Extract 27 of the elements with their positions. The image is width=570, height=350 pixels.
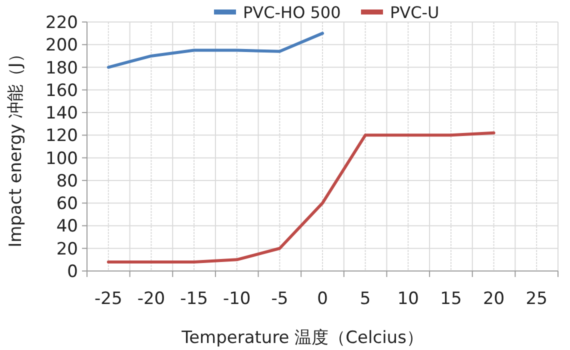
- y-tick-label: 100: [46, 148, 78, 169]
- legend-label: PVC-U: [390, 3, 440, 22]
- x-tick-label: 20: [482, 289, 505, 309]
- y-tick-label: 220: [46, 13, 78, 33]
- y-tick-label: 160: [46, 80, 78, 101]
- legend-label: PVC-HO 500: [243, 3, 341, 22]
- x-axis-title: Temperature 温度（Celcius）: [180, 328, 424, 348]
- y-tick-label: 80: [56, 171, 78, 192]
- x-tick-label: 15: [440, 289, 462, 309]
- y-tick-label: 0: [67, 262, 78, 282]
- x-tick-label: -25: [94, 289, 122, 309]
- y-tick-label: 40: [56, 216, 78, 237]
- x-tick-label: -5: [271, 289, 288, 309]
- y-tick-label: 60: [56, 194, 78, 214]
- y-tick-label: 140: [46, 104, 78, 124]
- x-tick-label: 0: [317, 289, 328, 309]
- y-tick-label: 20: [56, 239, 78, 260]
- y-tick-label: 180: [46, 58, 78, 78]
- x-tick-label: 25: [526, 289, 548, 309]
- y-tick-label: 120: [46, 126, 78, 146]
- y-tick-label: 200: [46, 36, 78, 56]
- x-tick-label: 5: [360, 289, 371, 309]
- y-axis-title: Impact energy 冲能（J）: [6, 46, 26, 248]
- x-tick-label: -10: [222, 289, 251, 309]
- x-tick-label: 10: [397, 289, 419, 309]
- x-tick-label: -15: [180, 289, 208, 309]
- x-tick-label: -20: [137, 289, 166, 309]
